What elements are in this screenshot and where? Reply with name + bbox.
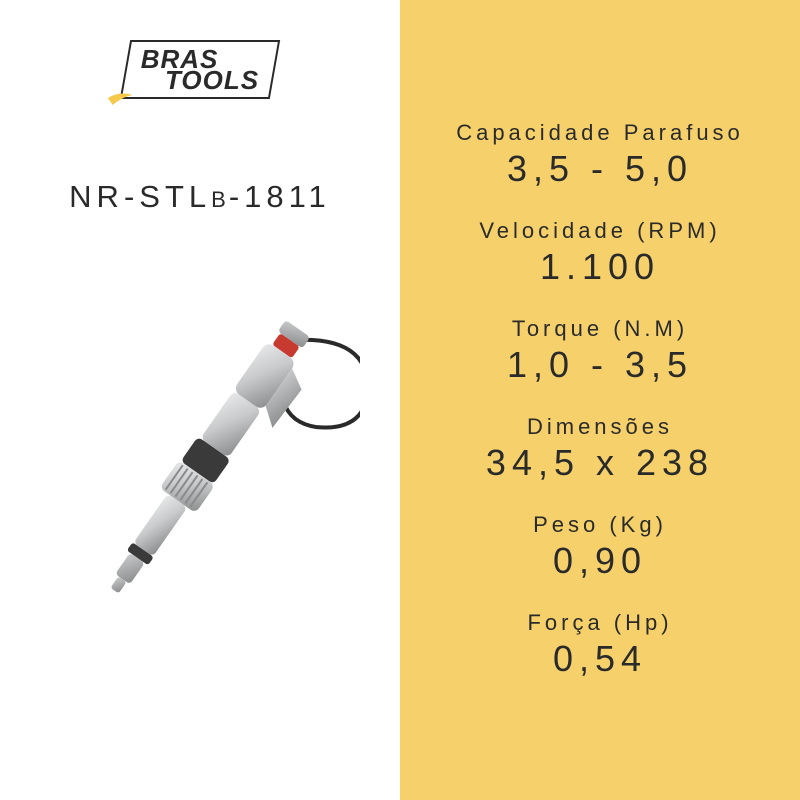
- logo-text-line2: TOOLS: [165, 69, 259, 92]
- spec-label: Força (Hp): [527, 610, 672, 636]
- specs-panel: Capacidade Parafuso 3,5 - 5,0 Velocidade…: [400, 0, 800, 800]
- spec-dimensions: Dimensões 34,5 x 238: [486, 414, 714, 484]
- spec-weight: Peso (Kg) 0,90: [533, 512, 667, 582]
- spec-label: Dimensões: [486, 414, 714, 440]
- spec-capacity: Capacidade Parafuso 3,5 - 5,0: [456, 120, 744, 190]
- spec-value: 0,54: [527, 638, 672, 680]
- spec-value: 3,5 - 5,0: [456, 148, 744, 190]
- product-illustration: [40, 275, 360, 660]
- left-panel: BRAS TOOLS NR-STLB-1811: [0, 0, 400, 800]
- spec-value: 34,5 x 238: [486, 442, 714, 484]
- spec-value: 1,0 - 3,5: [507, 344, 693, 386]
- logo-swoosh-icon: [107, 91, 133, 105]
- spec-label: Torque (N.M): [507, 316, 693, 342]
- spec-power: Força (Hp) 0,54: [527, 610, 672, 680]
- spec-label: Velocidade (RPM): [479, 218, 720, 244]
- screwdriver-icon: [40, 275, 360, 655]
- spec-speed: Velocidade (RPM) 1.100: [479, 218, 720, 288]
- spec-label: Peso (Kg): [533, 512, 667, 538]
- brand-logo: BRAS TOOLS: [125, 40, 275, 99]
- spec-label: Capacidade Parafuso: [456, 120, 744, 146]
- logo-box: BRAS TOOLS: [120, 40, 280, 99]
- product-code: NR-STLB-1811: [69, 179, 331, 215]
- spec-torque: Torque (N.M) 1,0 - 3,5: [507, 316, 693, 386]
- spec-value: 0,90: [533, 540, 667, 582]
- product-code-suffix: -1811: [229, 179, 331, 214]
- spec-value: 1.100: [479, 246, 720, 288]
- product-code-prefix: NR-STL: [69, 179, 211, 214]
- product-code-sub: B: [211, 187, 229, 212]
